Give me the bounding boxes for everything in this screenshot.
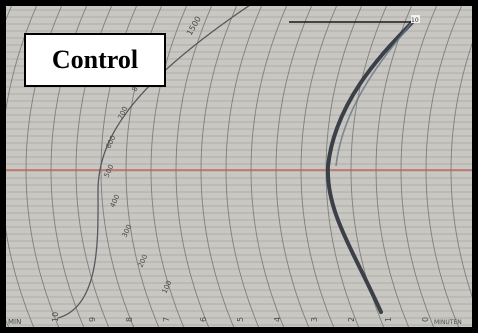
bottom-number: 7 — [162, 317, 171, 322]
control-label: Control — [51, 45, 139, 74]
bottom-number: 2 — [347, 317, 356, 322]
trace-highlight — [335, 21, 413, 167]
bottom-number: 1 — [384, 317, 393, 322]
bottom-left-label: MIN — [8, 318, 21, 326]
bottom-scale-numbers: 10 9 8 7 6 5 4 3 2 1 0 — [51, 312, 430, 322]
control-label-box: Control — [24, 33, 166, 87]
bottom-number: 8 — [125, 317, 134, 322]
bottom-number: 4 — [273, 317, 282, 322]
arc-line — [6, 6, 38, 327]
minuten-label: MINUTEN — [434, 319, 462, 326]
corner-mark: 10 — [411, 17, 419, 24]
bottom-number: 9 — [88, 317, 97, 322]
bottom-number: 10 — [51, 312, 60, 322]
bottom-number: 6 — [199, 317, 208, 322]
scale-curve — [57, 6, 250, 319]
bottom-number: 5 — [236, 317, 245, 322]
top-marker — [411, 15, 420, 23]
bottom-number: 0 — [421, 317, 430, 322]
bottom-number: 3 — [310, 317, 319, 322]
recorder-trace — [325, 16, 418, 314]
